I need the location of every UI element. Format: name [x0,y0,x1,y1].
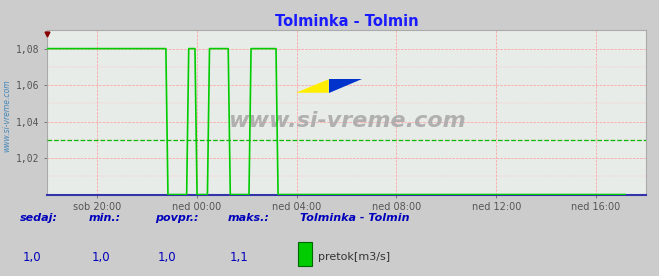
Text: maks.:: maks.: [227,213,270,223]
Text: 1,0: 1,0 [158,251,176,264]
Polygon shape [296,79,329,93]
Text: www.si-vreme.com: www.si-vreme.com [2,79,11,152]
Text: 1,0: 1,0 [22,251,41,264]
Text: www.si-vreme.com: www.si-vreme.com [228,111,465,131]
Text: 1,0: 1,0 [92,251,110,264]
Text: sedaj:: sedaj: [20,213,58,223]
Text: pretok[m3/s]: pretok[m3/s] [318,252,389,262]
Bar [298,242,312,266]
Title: Tolminka - Tolmin: Tolminka - Tolmin [275,14,418,29]
Text: Tolminka - Tolmin: Tolminka - Tolmin [300,213,409,223]
Text: min.:: min.: [89,213,121,223]
Text: povpr.:: povpr.: [155,213,198,223]
Polygon shape [329,79,362,93]
Text: 1,1: 1,1 [230,251,248,264]
